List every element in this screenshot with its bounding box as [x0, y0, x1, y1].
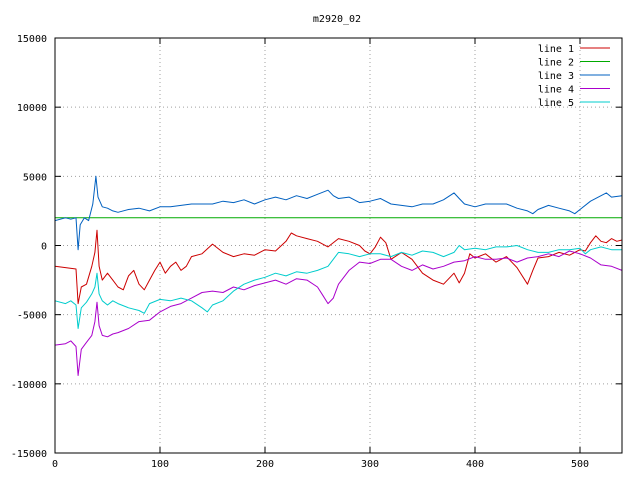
series-line-5	[54, 245, 622, 329]
x-tick-label: 400	[466, 459, 484, 470]
legend: line 1 line 2 line 3 line 4 line 5	[538, 44, 610, 109]
legend-label: line 1	[538, 44, 574, 55]
x-tick-label: 300	[361, 459, 379, 470]
y-tick-label: 10000	[17, 103, 47, 114]
x-tick-label: 200	[256, 459, 274, 470]
x-tick-label: 100	[151, 459, 169, 470]
legend-label: line 3	[538, 71, 574, 82]
y-tick-label: -15000	[11, 449, 47, 460]
y-tick-label: 0	[41, 242, 47, 253]
grid	[55, 38, 622, 453]
series-line-1	[54, 229, 623, 305]
legend-label: line 5	[538, 98, 574, 109]
series-line-4	[54, 250, 623, 376]
x-tick-label: 500	[571, 459, 589, 470]
y-tick-label: -10000	[11, 380, 47, 391]
series-line-3	[54, 175, 623, 251]
legend-label: line 2	[538, 58, 574, 69]
y-tick-label: 15000	[17, 34, 47, 45]
y-tick-label: -5000	[17, 311, 47, 322]
axis-ticks: 0 100 200 300 400 500 -15000 -10000 -5000 0 5000 10…	[11, 34, 622, 470]
legend-label: line 4	[538, 85, 574, 96]
chart-title: m2920_02	[313, 14, 361, 25]
series-lines	[54, 175, 623, 376]
y-tick-label: 5000	[23, 172, 47, 183]
x-tick-label: 0	[52, 459, 58, 470]
